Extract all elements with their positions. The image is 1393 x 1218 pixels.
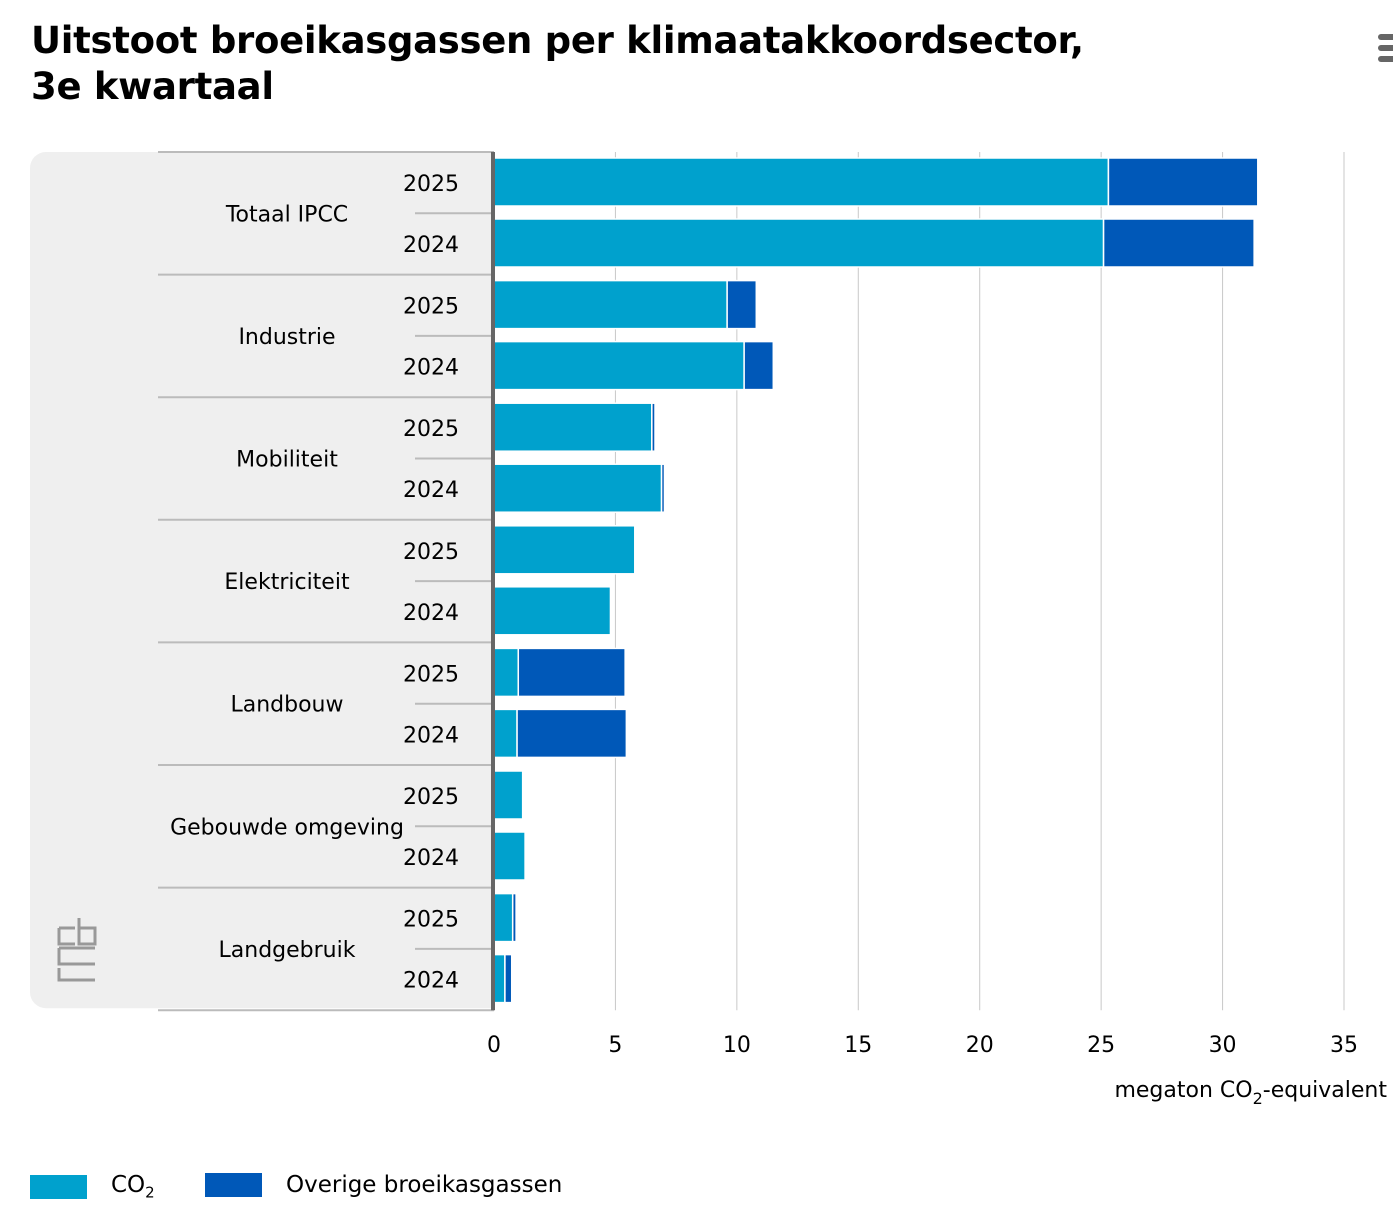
bar-co2 bbox=[493, 953, 506, 1004]
x-tick-label: 5 bbox=[608, 1033, 622, 1058]
bar-overige bbox=[634, 525, 637, 575]
bar-co2 bbox=[493, 525, 636, 575]
cbs-logo bbox=[57, 918, 97, 982]
bar-overige bbox=[517, 647, 626, 698]
bar-overige bbox=[660, 463, 666, 513]
category-label: Landbouw bbox=[230, 693, 343, 718]
legend-swatch-overige bbox=[205, 1173, 262, 1197]
category-label: Elektriciteit bbox=[224, 570, 350, 595]
bar-co2 bbox=[493, 586, 612, 636]
x-tick-label: 30 bbox=[1209, 1033, 1237, 1058]
x-tick-label: 20 bbox=[966, 1033, 994, 1058]
category-label: Gebouwde omgeving bbox=[170, 815, 404, 840]
bar-co2 bbox=[493, 770, 524, 820]
chart-title: Uitstoot broeikasgassen per klimaatakkoo… bbox=[31, 19, 1084, 108]
year-label: 2025 bbox=[403, 662, 459, 687]
year-label: 2024 bbox=[403, 601, 459, 626]
legend-item-co2[interactable]: CO2 bbox=[30, 1172, 155, 1202]
year-label: 2025 bbox=[403, 417, 459, 442]
legend-label: CO2 bbox=[111, 1172, 155, 1202]
bar-co2 bbox=[493, 340, 745, 391]
legend-swatch-co2 bbox=[30, 1174, 87, 1199]
bar-overige bbox=[511, 892, 517, 943]
bar-co2 bbox=[493, 218, 1105, 268]
bar-overige bbox=[1107, 157, 1259, 207]
year-label: 2025 bbox=[403, 295, 459, 320]
year-label: 2024 bbox=[403, 723, 459, 748]
bar-co2 bbox=[493, 708, 518, 759]
year-label: 2024 bbox=[403, 356, 459, 381]
bar-co2 bbox=[493, 463, 663, 513]
menu-icon-bar bbox=[1378, 56, 1393, 62]
x-tick-label: 10 bbox=[723, 1033, 751, 1058]
chart-menu-button[interactable] bbox=[1378, 34, 1393, 66]
bar-overige bbox=[651, 402, 656, 452]
x-axis-label: megaton CO2-equivalent bbox=[1114, 1078, 1387, 1108]
category-label: Totaal IPCC bbox=[225, 202, 348, 227]
year-label: 2024 bbox=[403, 233, 459, 258]
category-panel bbox=[30, 152, 494, 1009]
bar-overige bbox=[726, 279, 758, 330]
bar-co2 bbox=[493, 647, 520, 698]
x-tick-label: 15 bbox=[844, 1033, 872, 1058]
year-label: 2025 bbox=[403, 172, 459, 197]
bar-overige bbox=[609, 586, 613, 636]
year-label: 2025 bbox=[403, 785, 459, 810]
legend-label: Overige broeikasgassen bbox=[286, 1172, 563, 1198]
legend-item-overige[interactable]: Overige broeikasgassen bbox=[205, 1172, 562, 1198]
menu-icon-bar bbox=[1378, 34, 1393, 40]
bar-overige bbox=[1102, 218, 1255, 268]
x-tick-label: 0 bbox=[487, 1033, 501, 1058]
bar-overige bbox=[516, 708, 628, 759]
year-label: 2024 bbox=[403, 846, 459, 871]
category-label: Mobiliteit bbox=[236, 448, 338, 473]
bar-co2 bbox=[493, 892, 514, 943]
year-label: 2024 bbox=[403, 969, 459, 994]
bar-co2 bbox=[493, 157, 1110, 207]
x-tick-label: 25 bbox=[1087, 1033, 1115, 1058]
x-tick-label: 35 bbox=[1330, 1033, 1358, 1058]
year-label: 2025 bbox=[403, 540, 459, 565]
bar-overige bbox=[504, 953, 513, 1004]
bar-overige bbox=[743, 340, 775, 391]
menu-icon-bar bbox=[1378, 45, 1393, 51]
year-label: 2025 bbox=[403, 908, 459, 933]
bar-co2 bbox=[493, 279, 728, 330]
category-label: Landgebruik bbox=[219, 938, 356, 963]
category-label: Industrie bbox=[238, 325, 335, 350]
bar-co2 bbox=[493, 831, 526, 881]
year-label: 2024 bbox=[403, 478, 459, 503]
bar-co2 bbox=[493, 402, 653, 452]
